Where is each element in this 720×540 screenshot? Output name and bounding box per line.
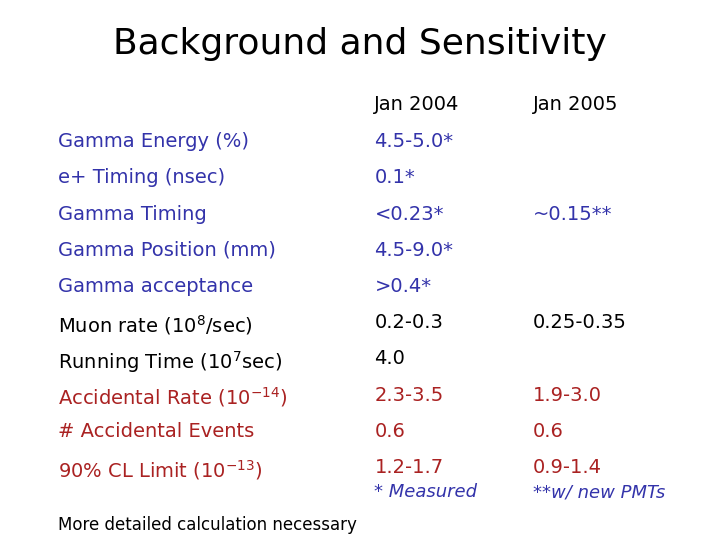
Text: 1.2-1.7: 1.2-1.7 [374, 458, 444, 477]
Text: 0.1*: 0.1* [374, 168, 415, 187]
Text: 1.9-3.0: 1.9-3.0 [533, 386, 602, 404]
Text: 4.5-5.0*: 4.5-5.0* [374, 132, 454, 151]
Text: 4.0: 4.0 [374, 349, 405, 368]
Text: * Measured: * Measured [374, 483, 477, 501]
Text: More detailed calculation necessary: More detailed calculation necessary [58, 516, 356, 534]
Text: Gamma Position (mm): Gamma Position (mm) [58, 241, 276, 260]
Text: 0.25-0.35: 0.25-0.35 [533, 313, 626, 332]
Text: <0.23*: <0.23* [374, 205, 444, 224]
Text: 0.6: 0.6 [533, 422, 564, 441]
Text: Gamma Timing: Gamma Timing [58, 205, 207, 224]
Text: Jan 2005: Jan 2005 [533, 94, 618, 113]
Text: 0.9-1.4: 0.9-1.4 [533, 458, 602, 477]
Text: 2.3-3.5: 2.3-3.5 [374, 386, 444, 404]
Text: # Accidental Events: # Accidental Events [58, 422, 254, 441]
Text: Gamma acceptance: Gamma acceptance [58, 277, 253, 296]
Text: >0.4*: >0.4* [374, 277, 431, 296]
Text: Gamma Energy (%): Gamma Energy (%) [58, 132, 248, 151]
Text: 0.6: 0.6 [374, 422, 405, 441]
Text: Muon rate (10$^8$/sec): Muon rate (10$^8$/sec) [58, 313, 252, 337]
Text: 4.5-9.0*: 4.5-9.0* [374, 241, 454, 260]
Text: Running Time (10$^7$sec): Running Time (10$^7$sec) [58, 349, 282, 375]
Text: 90% CL Limit (10$^{-13}$): 90% CL Limit (10$^{-13}$) [58, 458, 262, 482]
Text: Background and Sensitivity: Background and Sensitivity [113, 27, 607, 61]
Text: Accidental Rate (10$^{-14}$): Accidental Rate (10$^{-14}$) [58, 386, 287, 409]
Text: Jan 2004: Jan 2004 [374, 94, 460, 113]
Text: e+ Timing (nsec): e+ Timing (nsec) [58, 168, 225, 187]
Text: ~0.15**: ~0.15** [533, 205, 612, 224]
Text: 0.2-0.3: 0.2-0.3 [374, 313, 444, 332]
Text: **w/ new PMTs: **w/ new PMTs [533, 483, 665, 501]
